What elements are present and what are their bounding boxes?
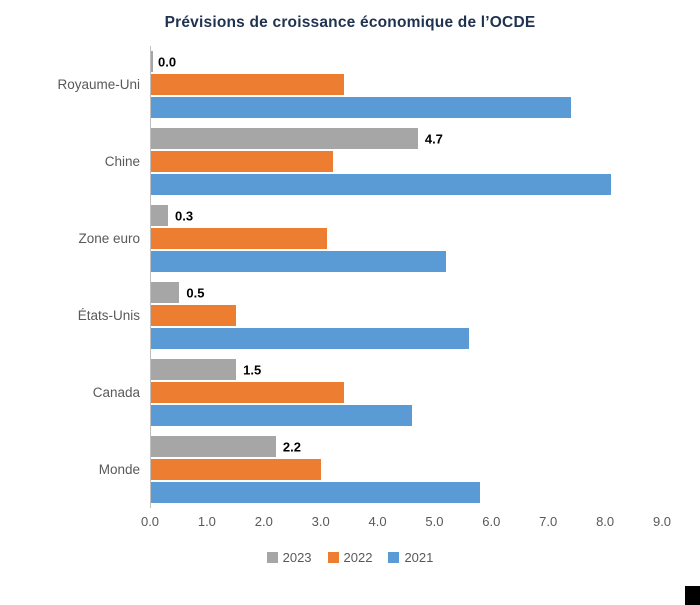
- bar-group-etats-unis: 0.5: [150, 277, 662, 354]
- chart-area: Royaume-Uni 0.0 Chine 4.7 Zone euro 0.3 États-…: [0, 46, 700, 508]
- x-tick-0.0: 0.0: [140, 514, 160, 529]
- bar-2023-royaume-uni: [151, 51, 153, 72]
- bar-2023-canada: [151, 359, 237, 380]
- bar-2021-royaume-uni: [151, 97, 572, 118]
- bar-holder-2022-monde: [151, 459, 662, 480]
- bar-2021-canada: [151, 405, 413, 426]
- data-label-2023-canada: 1.5: [243, 362, 262, 377]
- category-label-canada: Canada: [92, 385, 140, 400]
- bar-holder-2022-chine: [151, 151, 662, 172]
- bar-holder-2021-canada: [151, 405, 662, 426]
- x-tick-8.0: 8.0: [596, 514, 615, 529]
- category-row-canada: Canada 1.5: [8, 354, 662, 431]
- bar-holder-2022-etats-unis: [151, 305, 662, 326]
- bar-2023-etats-unis: [151, 282, 180, 303]
- bar-2021-monde: [151, 482, 481, 503]
- bar-holder-2023-royaume-uni: 0.0: [151, 51, 662, 72]
- legend-swatch-2023: [266, 552, 278, 563]
- data-label-2023-zone-euro: 0.3: [175, 208, 194, 223]
- category-row-zone-euro: Zone euro 0.3: [8, 200, 662, 277]
- category-label-monde: Monde: [98, 462, 140, 477]
- category-label-chine: Chine: [104, 154, 140, 169]
- bar-2022-zone-euro: [151, 228, 327, 249]
- plot-area: Royaume-Uni 0.0 Chine 4.7 Zone euro 0.3 États-…: [8, 46, 662, 508]
- bar-group-monde: 2.2: [150, 431, 662, 508]
- bar-holder-2022-royaume-uni: [151, 74, 662, 95]
- bar-holder-2021-zone-euro: [151, 251, 662, 272]
- bar-2022-royaume-uni: [151, 74, 345, 95]
- bar-group-zone-euro: 0.3: [150, 200, 662, 277]
- bar-holder-2021-chine: [151, 174, 662, 195]
- data-label-2023-etats-unis: 0.5: [186, 285, 205, 300]
- legend-item-2022: 2022: [327, 550, 373, 565]
- bar-holder-2021-royaume-uni: [151, 97, 662, 118]
- legend-swatch-2021: [388, 552, 400, 563]
- bar-group-canada: 1.5: [150, 354, 662, 431]
- category-row-royaume-uni: Royaume-Uni 0.0: [8, 46, 662, 123]
- x-tick-4.0: 4.0: [368, 514, 387, 529]
- bar-2023-chine: [151, 128, 418, 149]
- data-label-2023-royaume-uni: 0.0: [158, 54, 177, 69]
- x-tick-6.0: 6.0: [482, 514, 501, 529]
- bar-2022-monde: [151, 459, 322, 480]
- bar-holder-2023-canada: 1.5: [151, 359, 662, 380]
- bar-2021-zone-euro: [151, 251, 447, 272]
- legend-label-2022: 2022: [343, 550, 373, 565]
- bar-holder-2022-canada: [151, 382, 662, 403]
- legend-label-2021: 2021: [404, 550, 434, 565]
- bar-holder-2023-chine: 4.7: [151, 128, 662, 149]
- x-axis: 0.0 1.0 2.0 3.0 4.0 5.0 6.0 7.0 8.0 9.0: [141, 514, 671, 536]
- x-tick-1.0: 1.0: [197, 514, 216, 529]
- category-label-royaume-uni: Royaume-Uni: [57, 77, 140, 92]
- chart-title: Prévisions de croissance économique de l…: [164, 14, 536, 31]
- bar-holder-2021-etats-unis: [151, 328, 662, 349]
- x-tick-5.0: 5.0: [425, 514, 444, 529]
- legend-item-2023: 2023: [266, 550, 312, 565]
- bar-2022-chine: [151, 151, 333, 172]
- bar-2022-etats-unis: [151, 305, 237, 326]
- bar-holder-2023-zone-euro: 0.3: [151, 205, 662, 226]
- legend-item-2021: 2021: [388, 550, 433, 565]
- bar-2021-chine: [151, 174, 611, 195]
- legend: 2023 2022 2021: [0, 550, 700, 565]
- x-tick-9.0: 9.0: [652, 514, 672, 529]
- x-tick-3.0: 3.0: [311, 514, 330, 529]
- category-row-monde: Monde 2.2: [8, 431, 662, 508]
- category-row-etats-unis: États-Unis 0.5: [8, 277, 662, 354]
- x-tick-2.0: 2.0: [254, 514, 273, 529]
- bar-2022-canada: [151, 382, 345, 403]
- bar-holder-2022-zone-euro: [151, 228, 662, 249]
- x-tick-7.0: 7.0: [539, 514, 558, 529]
- data-label-2023-monde: 2.2: [282, 439, 301, 454]
- bar-holder-2023-etats-unis: 0.5: [151, 282, 662, 303]
- bar-holder-2023-monde: 2.2: [151, 436, 662, 457]
- bar-group-chine: 4.7: [150, 123, 662, 200]
- bar-2021-etats-unis: [151, 328, 469, 349]
- category-label-etats-unis: États-Unis: [77, 308, 140, 323]
- bar-2023-zone-euro: [151, 205, 169, 226]
- legend-swatch-2022: [327, 552, 339, 563]
- data-label-2023-chine: 4.7: [424, 131, 443, 146]
- category-row-chine: Chine 4.7: [8, 123, 662, 200]
- category-label-zone-euro: Zone euro: [78, 231, 140, 246]
- bar-group-royaume-uni: 0.0: [150, 46, 662, 123]
- bar-holder-2021-monde: [151, 482, 662, 503]
- legend-label-2023: 2023: [282, 550, 312, 565]
- black-corner-mark: [685, 586, 700, 605]
- bar-2023-monde: [151, 436, 276, 457]
